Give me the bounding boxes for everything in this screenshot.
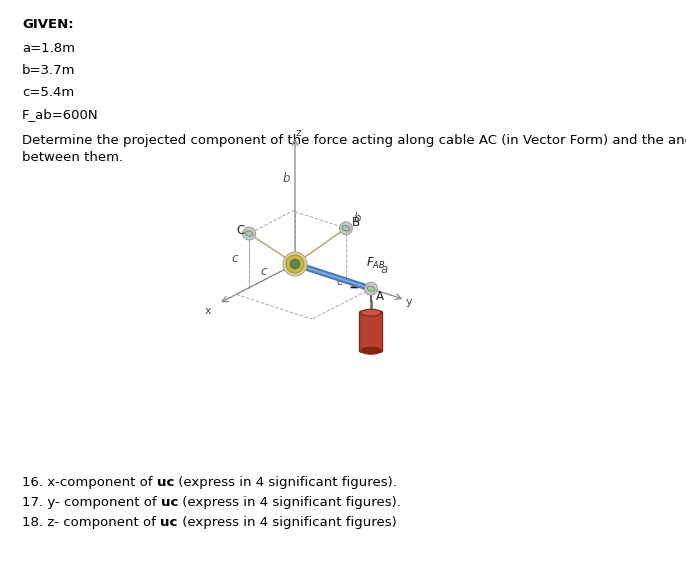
Text: (express in 4 significant figures).: (express in 4 significant figures). <box>174 476 397 489</box>
FancyBboxPatch shape <box>359 311 383 352</box>
Circle shape <box>291 260 299 268</box>
Text: 17. y- component of: 17. y- component of <box>22 496 161 509</box>
Text: F_ab=600N: F_ab=600N <box>22 108 99 121</box>
Text: b=3.7m: b=3.7m <box>22 64 75 77</box>
Text: A: A <box>376 290 384 303</box>
Circle shape <box>243 227 256 240</box>
Text: c: c <box>260 265 267 278</box>
Circle shape <box>286 255 304 273</box>
Text: C: C <box>236 224 244 237</box>
Text: b: b <box>282 172 289 185</box>
Circle shape <box>340 222 353 235</box>
Ellipse shape <box>367 286 375 292</box>
Text: b: b <box>353 212 361 225</box>
Text: uc: uc <box>161 496 178 509</box>
Text: z: z <box>295 128 301 138</box>
Circle shape <box>364 282 377 295</box>
Text: c: c <box>336 275 343 288</box>
Ellipse shape <box>361 309 381 316</box>
Circle shape <box>290 259 300 269</box>
Text: GIVEN:: GIVEN: <box>22 18 73 31</box>
Text: $F_{AB}$: $F_{AB}$ <box>366 256 386 272</box>
Ellipse shape <box>342 226 350 231</box>
Text: Determine the projected component of the force acting along cable AC (in Vector : Determine the projected component of the… <box>22 134 686 147</box>
Text: uc: uc <box>156 476 174 489</box>
Text: 16. x-component of: 16. x-component of <box>22 476 156 489</box>
Text: a: a <box>381 263 388 276</box>
Text: y: y <box>406 297 412 307</box>
Circle shape <box>283 252 307 276</box>
Text: c=5.4m: c=5.4m <box>22 86 74 99</box>
Ellipse shape <box>245 231 253 236</box>
Text: between them.: between them. <box>22 151 123 164</box>
Text: B: B <box>352 216 360 229</box>
Text: (express in 4 significant figures): (express in 4 significant figures) <box>178 516 397 529</box>
Text: a=1.8m: a=1.8m <box>22 42 75 55</box>
Text: c: c <box>232 252 238 265</box>
Ellipse shape <box>361 347 381 354</box>
Text: uc: uc <box>160 516 178 529</box>
Text: (express in 4 significant figures).: (express in 4 significant figures). <box>178 496 401 509</box>
Text: x: x <box>205 305 212 316</box>
Text: 18. z- component of: 18. z- component of <box>22 516 160 529</box>
